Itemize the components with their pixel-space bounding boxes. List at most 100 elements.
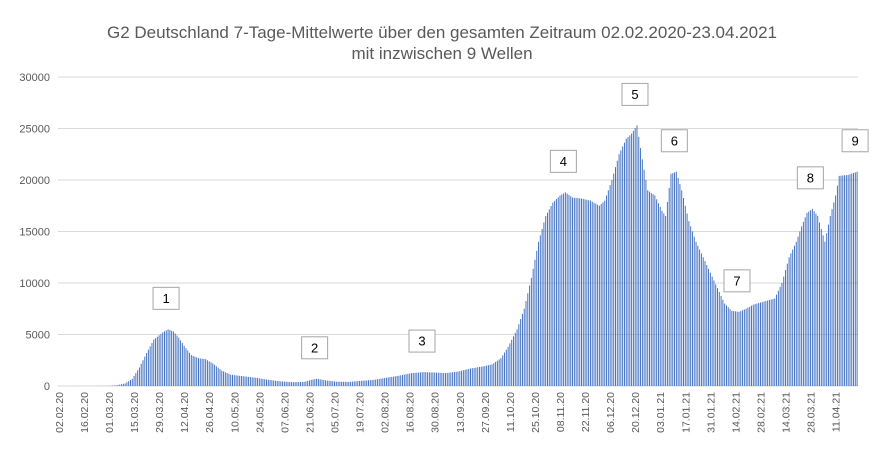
- data-bar: [776, 294, 778, 386]
- data-bar: [384, 378, 386, 386]
- data-bar: [854, 172, 856, 386]
- data-bar: [403, 374, 405, 386]
- data-bar: [591, 201, 593, 386]
- wave-annotation-1: 1: [152, 286, 180, 310]
- data-bar: [137, 370, 139, 386]
- data-bar: [282, 381, 284, 386]
- data-bar: [647, 190, 649, 386]
- data-bar: [428, 372, 430, 386]
- data-bar: [391, 376, 393, 386]
- data-bar: [632, 130, 634, 386]
- data-bar: [797, 236, 799, 386]
- data-bar: [532, 268, 534, 386]
- data-bar: [292, 382, 294, 386]
- data-bar: [351, 381, 353, 386]
- wave-annotation-label: 4: [560, 154, 567, 169]
- data-bar: [355, 381, 357, 386]
- wave-annotations: 1 2 3 4 5 6 7 8 9: [152, 82, 869, 360]
- data-bar: [353, 381, 355, 386]
- x-tick-label: 16.08.20: [405, 392, 417, 433]
- x-tick-label: 11.10.20: [505, 392, 517, 432]
- data-bar: [527, 293, 529, 386]
- data-bar: [595, 203, 597, 386]
- data-bar: [502, 355, 504, 386]
- data-bar: [512, 336, 514, 386]
- data-bar: [171, 330, 173, 386]
- data-bar: [412, 372, 414, 386]
- data-bar: [836, 185, 838, 386]
- x-tick-label: 02.02.20: [54, 392, 66, 433]
- data-bar: [681, 190, 683, 386]
- data-bar: [584, 199, 586, 386]
- data-bar: [273, 380, 275, 386]
- data-bar: [339, 381, 341, 386]
- data-bar: [181, 343, 183, 386]
- data-bar: [652, 194, 654, 386]
- data-bar: [480, 366, 482, 386]
- data-bar: [423, 372, 425, 386]
- data-bar: [436, 372, 438, 386]
- data-bar: [455, 371, 457, 386]
- data-bar: [205, 359, 207, 386]
- data-bar: [129, 379, 131, 386]
- data-bar: [346, 381, 348, 386]
- data-bar: [749, 306, 751, 386]
- x-tick-label: 19.07.20: [355, 392, 367, 433]
- data-bar: [625, 138, 627, 386]
- data-bar: [853, 172, 855, 386]
- data-bar: [348, 381, 350, 386]
- data-bar: [221, 370, 223, 386]
- data-bar: [178, 337, 180, 386]
- data-bar: [691, 231, 693, 386]
- data-bar: [482, 366, 484, 386]
- data-bar: [262, 378, 264, 386]
- data-bar: [248, 376, 250, 386]
- data-bar: [362, 380, 364, 386]
- data-bar: [493, 363, 495, 386]
- data-bar: [163, 331, 165, 386]
- data-bar: [758, 303, 760, 386]
- data-bar: [206, 360, 208, 386]
- data-bar: [296, 382, 298, 386]
- data-bar: [793, 245, 795, 386]
- data-bar: [586, 199, 588, 386]
- wave-annotation-box: [408, 329, 436, 353]
- data-bar: [242, 376, 244, 386]
- data-bar: [462, 370, 464, 386]
- data-bar: [598, 205, 600, 386]
- data-bar: [258, 378, 260, 386]
- x-tick-label: 12.04.20: [179, 392, 191, 433]
- data-bar: [725, 305, 727, 386]
- data-bar: [210, 362, 212, 386]
- data-bar: [752, 304, 754, 386]
- data-bar: [344, 381, 346, 386]
- data-bar: [842, 175, 844, 386]
- data-bar: [833, 202, 835, 386]
- data-bar: [656, 199, 658, 386]
- data-bar: [251, 377, 253, 386]
- data-bar: [643, 169, 645, 386]
- data-bar: [359, 380, 361, 386]
- wave-annotation-8: 8: [796, 166, 824, 190]
- data-bar: [715, 284, 717, 386]
- data-bar: [785, 270, 787, 386]
- data-bar: [350, 381, 352, 386]
- data-bar: [400, 375, 402, 386]
- data-bar: [466, 369, 468, 386]
- data-bar: [138, 367, 140, 386]
- y-tick-label: 20000: [19, 175, 50, 187]
- wave-annotation-3: 3: [408, 329, 436, 353]
- data-bar: [274, 380, 276, 386]
- data-bar: [550, 206, 552, 386]
- data-bar: [253, 377, 255, 386]
- data-bar: [212, 363, 214, 386]
- data-bar: [285, 381, 287, 386]
- data-bar: [389, 377, 391, 386]
- data-bar: [289, 381, 291, 386]
- wave-annotation-box: [621, 82, 649, 106]
- data-bar: [375, 379, 377, 386]
- data-bar: [659, 207, 661, 386]
- data-bar: [523, 308, 525, 386]
- data-bar: [609, 185, 611, 386]
- data-bar: [684, 205, 686, 386]
